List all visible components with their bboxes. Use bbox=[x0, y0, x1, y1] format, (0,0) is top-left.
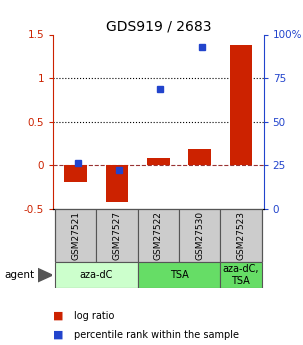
Bar bbox=[230, 45, 252, 165]
Bar bbox=[138, 209, 179, 262]
Bar bbox=[106, 165, 128, 202]
Text: percentile rank within the sample: percentile rank within the sample bbox=[74, 330, 239, 339]
Title: GDS919 / 2683: GDS919 / 2683 bbox=[105, 19, 211, 33]
Text: ■: ■ bbox=[53, 311, 64, 321]
Text: GSM27521: GSM27521 bbox=[71, 211, 80, 260]
Bar bbox=[64, 165, 87, 182]
Text: GSM27522: GSM27522 bbox=[154, 211, 163, 260]
Text: agent: agent bbox=[5, 270, 35, 280]
Text: aza-dC: aza-dC bbox=[80, 270, 113, 280]
Bar bbox=[220, 262, 261, 288]
Text: aza-dC,
TSA: aza-dC, TSA bbox=[223, 264, 259, 286]
Bar bbox=[147, 158, 170, 165]
Bar bbox=[55, 262, 138, 288]
Polygon shape bbox=[38, 268, 52, 282]
Text: GSM27523: GSM27523 bbox=[236, 211, 245, 260]
Bar bbox=[138, 262, 220, 288]
Bar bbox=[96, 209, 138, 262]
Text: ■: ■ bbox=[53, 330, 64, 339]
Text: TSA: TSA bbox=[170, 270, 188, 280]
Bar bbox=[179, 209, 220, 262]
Bar bbox=[188, 149, 211, 165]
Text: GSM27527: GSM27527 bbox=[112, 211, 122, 260]
Text: GSM27530: GSM27530 bbox=[195, 211, 204, 260]
Bar bbox=[220, 209, 261, 262]
Text: log ratio: log ratio bbox=[74, 311, 115, 321]
Bar bbox=[55, 209, 96, 262]
